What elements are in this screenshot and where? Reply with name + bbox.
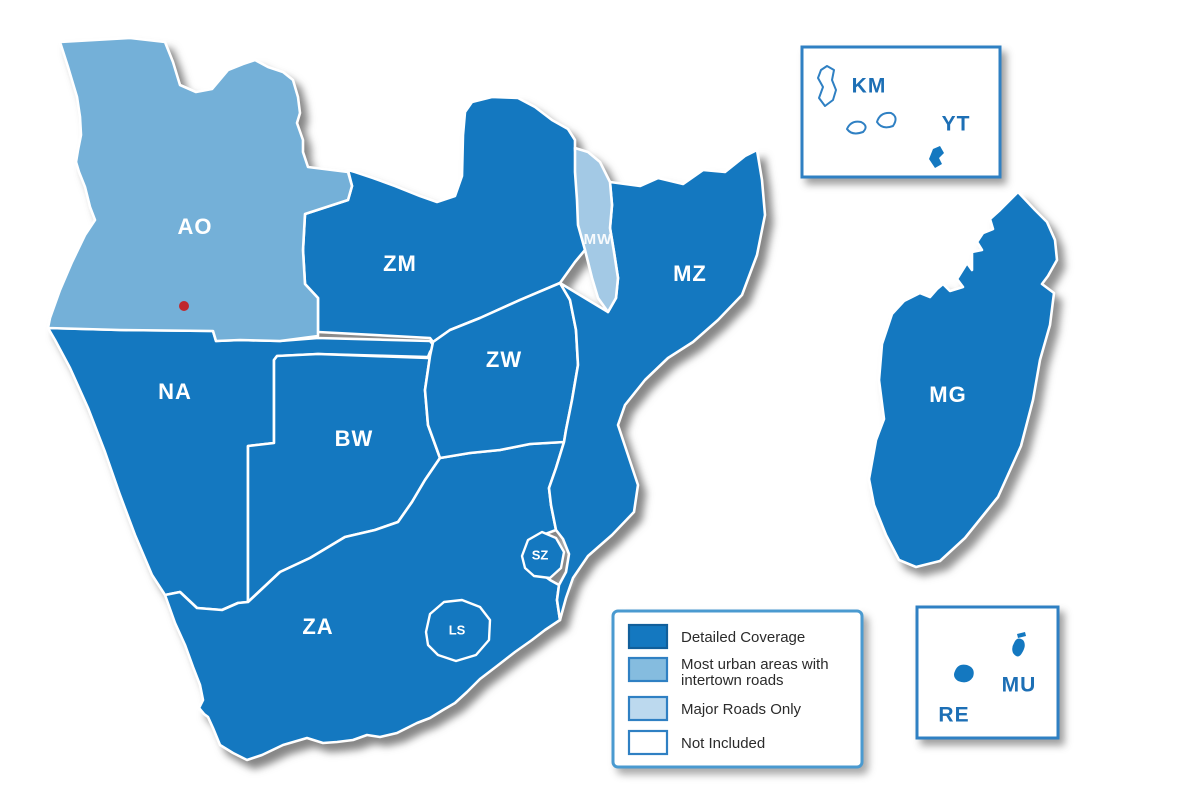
label-RE: RE	[938, 704, 969, 727]
label-ZA: ZA	[302, 614, 333, 639]
coverage-legend: Detailed Coverage Most urban areas with …	[611, 609, 864, 769]
region-MW	[573, 146, 620, 314]
label-ZW: ZW	[486, 347, 522, 372]
label-MW: MW	[584, 231, 613, 248]
label-ZM: ZM	[383, 251, 417, 276]
label-SZ: SZ	[532, 547, 549, 562]
region-ZA	[163, 440, 566, 762]
label-MZ: MZ	[673, 261, 707, 286]
comoros-island-moheli	[846, 120, 867, 135]
region-LS	[424, 598, 492, 663]
legend-swatch-urban	[627, 656, 669, 683]
location-marker-dot	[179, 301, 189, 311]
continent-group: AO ZM MW MZ ZW NA BW ZA LS SZ	[46, 36, 767, 762]
mayotte-island	[929, 146, 944, 168]
island-box-northeast-frame	[800, 45, 1002, 179]
region-MG	[867, 190, 1059, 569]
comoros-island-anjouan	[876, 111, 897, 129]
region-MZ	[547, 148, 767, 622]
label-KM: KM	[852, 75, 887, 98]
region-SZ	[520, 530, 566, 580]
comoros-grande-island	[817, 65, 837, 107]
label-AO: AO	[178, 214, 213, 239]
label-BW: BW	[335, 426, 374, 451]
madagascar-group: MG	[867, 190, 1059, 569]
mauritius-island	[1012, 638, 1025, 657]
island-box-southeast-frame	[915, 605, 1060, 740]
legend-swatch-not-included	[627, 729, 669, 756]
legend-label-major-roads: Major Roads Only	[681, 701, 802, 718]
reunion-island	[954, 664, 974, 683]
label-MU: MU	[1002, 674, 1037, 697]
label-MG: MG	[929, 382, 966, 407]
label-NA: NA	[158, 379, 192, 404]
legend-label-detailed: Detailed Coverage	[681, 629, 805, 646]
legend-label-urban-line1: Most urban areas with	[681, 656, 829, 673]
legend-swatch-detailed	[627, 623, 669, 650]
region-AO	[46, 36, 354, 343]
legend-frame	[611, 609, 864, 769]
label-YT: YT	[942, 113, 971, 136]
mauritius-small-islet	[1017, 632, 1026, 638]
legend-label-not-included: Not Included	[681, 735, 765, 752]
island-box-southeast: RE MU	[915, 605, 1060, 740]
legend-swatch-major-roads	[627, 695, 669, 722]
label-LS: LS	[449, 622, 466, 637]
legend-label-urban-line2: intertown roads	[681, 672, 784, 689]
island-box-northeast: KM YT	[800, 45, 1002, 179]
